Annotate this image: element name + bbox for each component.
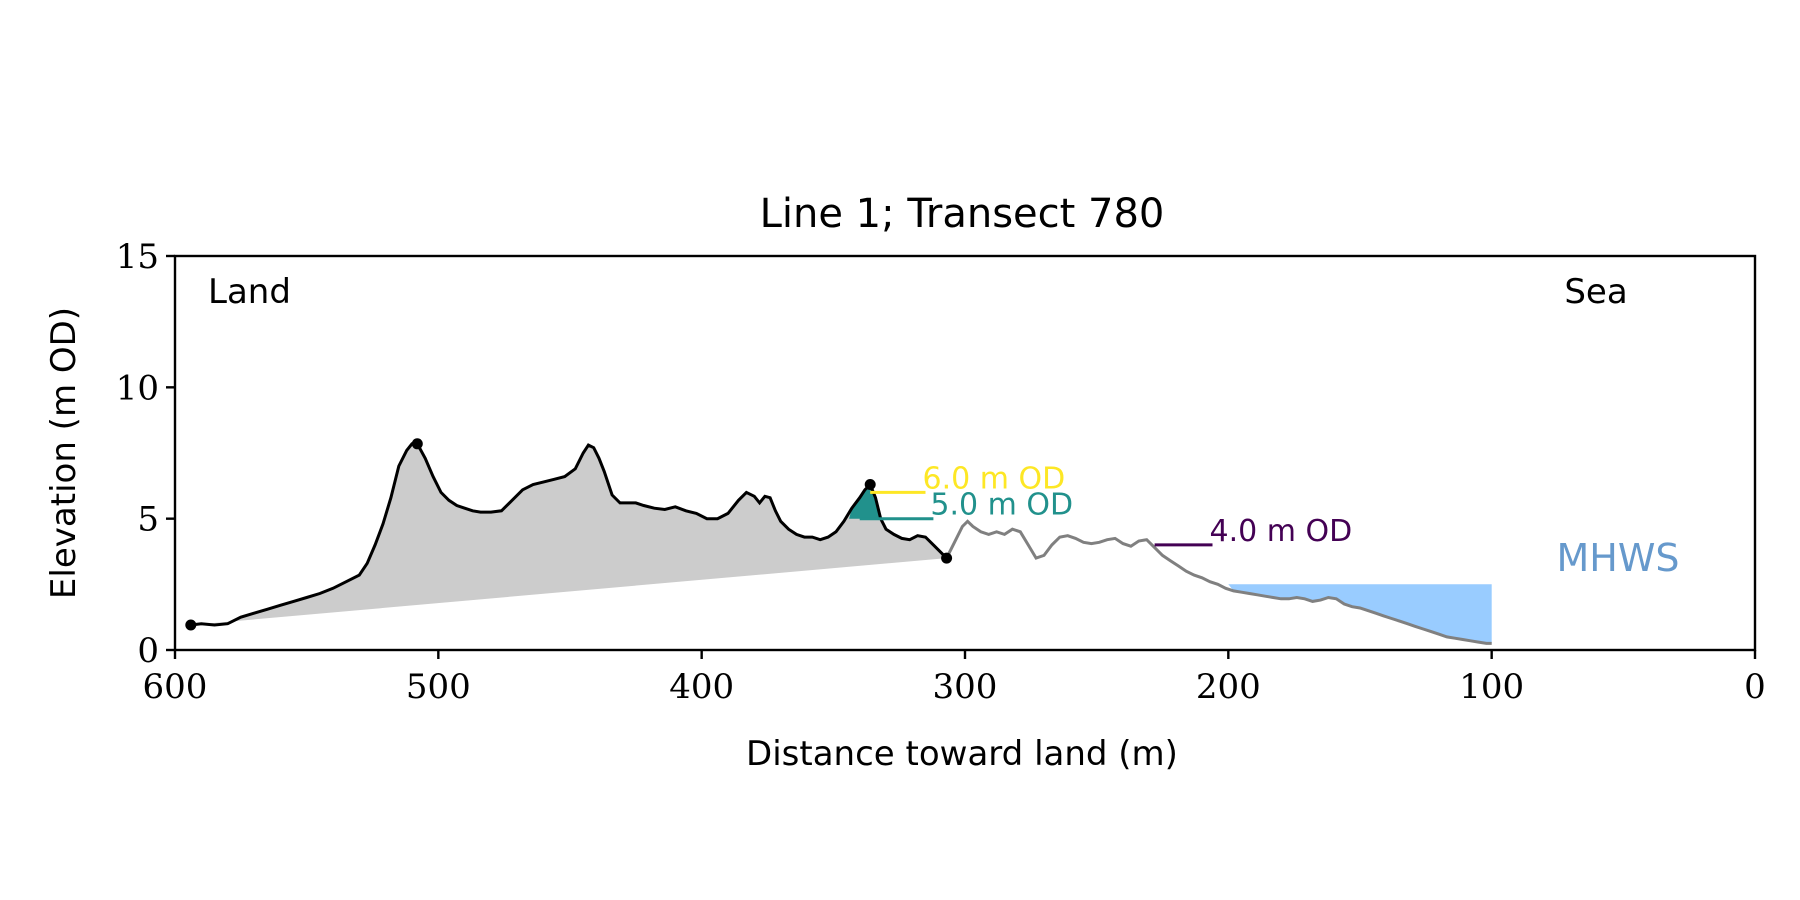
mhws-fill [1228,584,1492,644]
key-point-3 [864,479,876,490]
contour-label-6: 6.0 m OD [923,461,1066,496]
y-tick-label: 10 [116,368,159,408]
y-tick-label: 15 [116,237,159,277]
key-point-1 [185,619,197,631]
x-axis-label: Distance toward land (m) [746,734,1178,774]
x-tick-label: 600 [143,667,208,707]
tick-marks: 600 500 400 300 200 100 0 0 5 10 15 [116,237,1766,707]
profile-line-sea [945,519,1492,645]
sea-annotation: Sea [1564,272,1627,312]
x-tick-label: 500 [406,667,471,707]
key-point-2 [411,438,423,450]
land-fill-area [190,443,947,625]
x-tick-label: 400 [669,667,734,707]
plot-area: 6.0 m OD5.0 m OD 4.0 m OD [185,438,1492,645]
x-tick-label: 200 [1196,667,1261,707]
y-tick-label: 5 [137,500,159,540]
land-annotation: Land [208,272,291,312]
contour-label-5: 5.0 m OD [930,488,1073,523]
chart-title: Line 1; Transect 780 [760,191,1165,237]
key-point-4 [941,552,953,564]
x-tick-label: 300 [933,667,998,707]
mhws-annotation: MHWS [1556,536,1679,580]
contour-label-4: 4.0 m OD [1210,514,1353,549]
od5-peak-fill [849,484,889,519]
profile-line-land [190,442,948,627]
y-axis-label: Elevation (m OD) [44,307,84,599]
x-tick-label: 100 [1459,667,1524,707]
y-tick-label: 0 [137,631,159,671]
x-tick-label: 0 [1744,667,1766,707]
